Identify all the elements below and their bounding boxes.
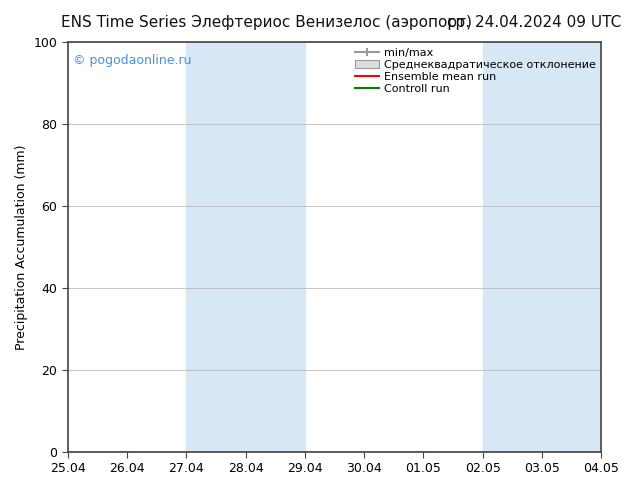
Bar xyxy=(186,42,305,452)
Y-axis label: Precipitation Accumulation (mm): Precipitation Accumulation (mm) xyxy=(15,144,28,349)
Legend: min/max, Среднеквадратическое отклонение, Ensemble mean run, Controll run: min/max, Среднеквадратическое отклонение… xyxy=(351,44,599,98)
Text: © pogodaonline.ru: © pogodaonline.ru xyxy=(73,54,191,67)
Bar xyxy=(482,42,601,452)
Text: ENS Time Series Элефтериос Венизелос (аэропорт): ENS Time Series Элефтериос Венизелос (аэ… xyxy=(61,15,472,30)
Text: ср. 24.04.2024 09 UTC: ср. 24.04.2024 09 UTC xyxy=(447,15,621,30)
